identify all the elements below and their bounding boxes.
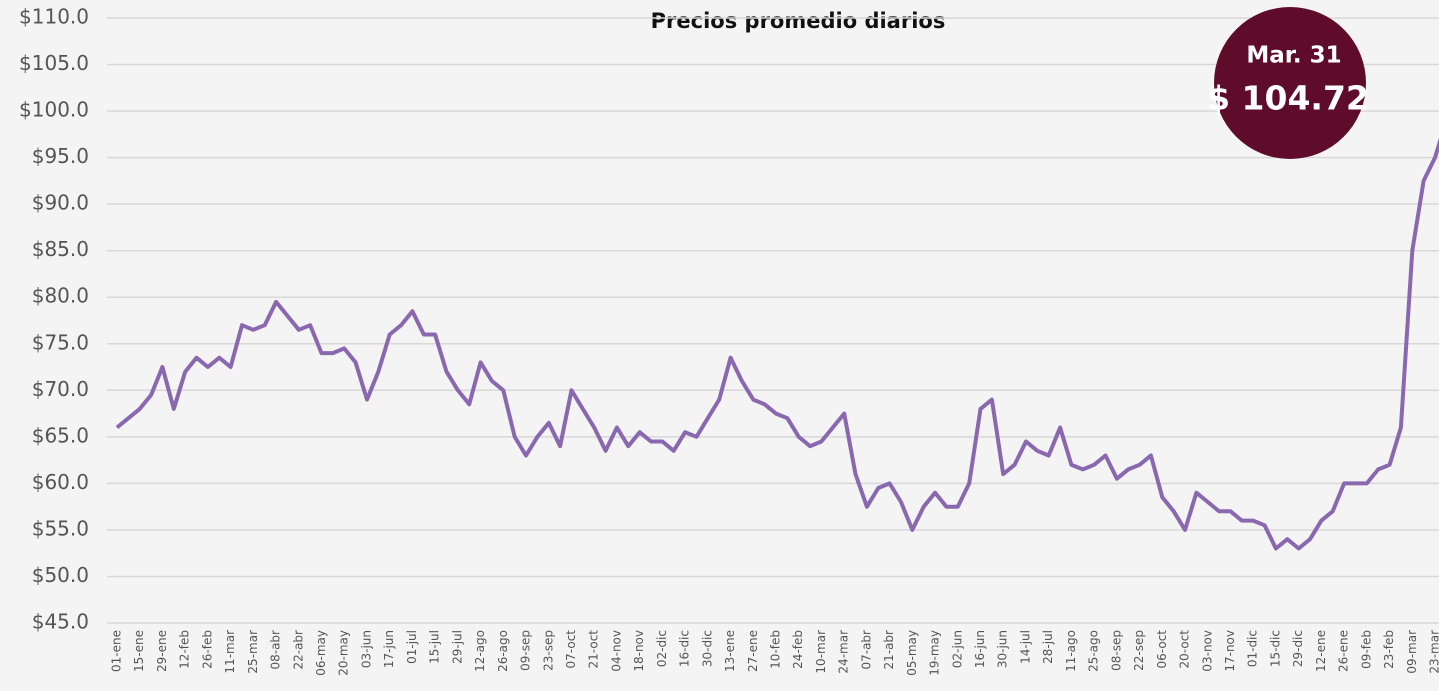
x-tick-label: 04-nov xyxy=(609,630,623,672)
x-tick-label: 11-ago xyxy=(1064,630,1078,672)
y-tick-label: $75.0 xyxy=(32,330,89,354)
page: {"chart_data": {"type": "line", "title":… xyxy=(0,0,1439,691)
x-tick-label: 21-oct xyxy=(587,630,601,669)
price-line xyxy=(117,120,1439,548)
x-tick-label: 16-dic xyxy=(678,630,692,667)
x-tick-label: 18-nov xyxy=(632,630,646,672)
x-tick-label: 08-sep xyxy=(1109,630,1123,671)
annotation-value: $ 104.72 xyxy=(1207,79,1369,118)
x-tick-label: 24-mar xyxy=(837,630,851,674)
x-tick-label: 06-oct xyxy=(1155,630,1169,669)
x-tick-label: 26-ago xyxy=(496,630,510,672)
x-tick-label: 01-ene xyxy=(110,630,124,672)
x-tick-label: 29-jul xyxy=(450,630,464,664)
y-tick-label: $45.0 xyxy=(32,610,89,634)
x-tick-label: 09-feb xyxy=(1359,630,1373,669)
x-tick-label: 03-jun xyxy=(359,630,373,668)
x-tick-label: 12-feb xyxy=(178,630,192,669)
y-tick-label: $70.0 xyxy=(32,377,89,401)
chart-title: Precios promedio diarios xyxy=(651,9,946,33)
y-tick-label: $90.0 xyxy=(32,191,89,215)
x-tick-label: 22-abr xyxy=(291,630,305,670)
x-tick-label: 10-feb xyxy=(769,630,783,669)
x-tick-label: 09-mar xyxy=(1405,630,1419,674)
x-tick-label: 06-may xyxy=(314,630,328,676)
x-tick-label: 25-ago xyxy=(1087,630,1101,672)
x-tick-label: 01-dic xyxy=(1246,630,1260,667)
x-tick-label: 13-ene xyxy=(723,630,737,672)
x-tick-label: 15-ene xyxy=(132,630,146,672)
x-tick-label: 28-jul xyxy=(1041,630,1055,664)
y-tick-label: $55.0 xyxy=(32,516,89,540)
x-tick-label: 24-feb xyxy=(791,630,805,669)
x-tick-label: 03-nov xyxy=(1200,630,1214,672)
x-tick-label: 14-jul xyxy=(1018,630,1032,664)
x-tick-label: 19-may xyxy=(928,630,942,676)
x-tick-label: 11-mar xyxy=(223,630,237,674)
x-tick-label: 09-sep xyxy=(519,630,533,671)
x-tick-label: 20-oct xyxy=(1178,630,1192,669)
x-tick-label: 17-jun xyxy=(382,630,396,668)
x-tick-label: 02-dic xyxy=(655,630,669,667)
x-tick-label: 01-jul xyxy=(405,630,419,664)
x-tick-label: 20-may xyxy=(337,630,351,676)
x-tick-label: 22-sep xyxy=(1132,630,1146,671)
x-tick-label: 12-ene xyxy=(1314,630,1328,672)
x-tick-label: 10-mar xyxy=(814,630,828,674)
y-tick-label: $65.0 xyxy=(32,423,89,447)
y-tick-label: $60.0 xyxy=(32,470,89,494)
x-tick-label: 29-ene xyxy=(155,630,169,672)
x-tick-label: 27-ene xyxy=(746,630,760,672)
x-tick-label: 12-ago xyxy=(473,630,487,672)
x-tick-label: 07-oct xyxy=(564,630,578,669)
y-tick-label: $100.0 xyxy=(19,98,89,122)
y-tick-label: $80.0 xyxy=(32,284,89,308)
x-tick-label: 15-jul xyxy=(428,630,442,664)
x-tick-label: 17-nov xyxy=(1223,630,1237,672)
annotation-date: Mar. 31 xyxy=(1246,43,1341,69)
x-tick-label: 26-ene xyxy=(1337,630,1351,672)
y-tick-label: $50.0 xyxy=(32,563,89,587)
x-tick-label: 23-feb xyxy=(1382,630,1396,669)
x-tick-label: 23-mar xyxy=(1428,630,1439,674)
x-tick-label: 29-dic xyxy=(1291,630,1305,667)
x-tick-label: 07-abr xyxy=(859,630,873,670)
chart: Precios promedio diarios $45.0 $50.0 $55.0… xyxy=(0,0,1439,691)
x-tick-label: 21-abr xyxy=(882,630,896,670)
x-tick-label: 15-dic xyxy=(1268,630,1282,667)
y-tick-label: $95.0 xyxy=(32,144,89,168)
x-tick-label: 30-jun xyxy=(996,630,1010,668)
y-tick-label: $85.0 xyxy=(32,237,89,261)
x-tick-label: 05-may xyxy=(905,630,919,676)
x-tick-label: 25-mar xyxy=(246,630,260,674)
x-tick-label: 08-abr xyxy=(269,630,283,670)
x-tick-label: 16-jun xyxy=(973,630,987,668)
y-tick-label: $110.0 xyxy=(19,5,89,29)
x-tick-label: 30-dic xyxy=(700,630,714,667)
x-tick-label: 02-jun xyxy=(950,630,964,668)
x-tick-label: 26-feb xyxy=(200,630,214,669)
y-tick-label: $105.0 xyxy=(19,51,89,75)
x-tick-label: 23-sep xyxy=(541,630,555,671)
